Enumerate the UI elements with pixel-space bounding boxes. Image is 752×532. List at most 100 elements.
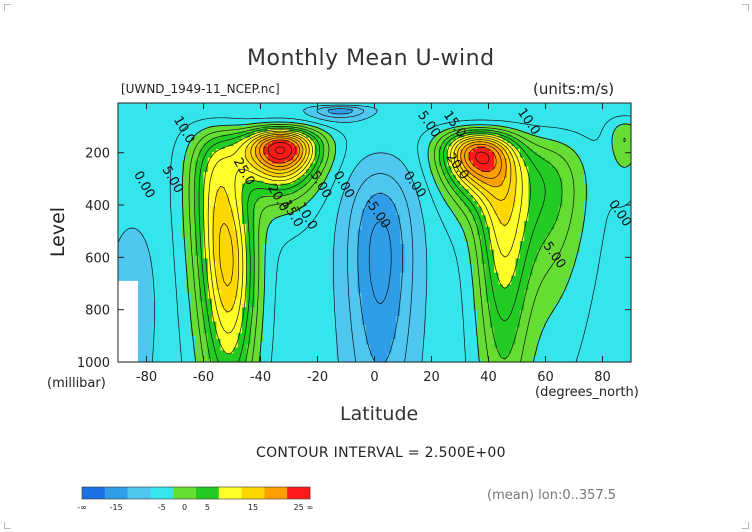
contour-cell xyxy=(425,163,431,167)
contour-cell xyxy=(207,134,213,139)
contour-cell xyxy=(558,131,564,136)
contour-cell xyxy=(605,140,611,144)
contour-cell xyxy=(583,160,589,165)
contour-cell xyxy=(331,183,337,188)
contour-cell xyxy=(579,186,585,190)
contour-cell xyxy=(199,177,205,182)
contour-cell xyxy=(212,120,217,124)
contour-cell xyxy=(464,134,470,139)
contour-cell xyxy=(481,111,487,116)
contour-cell xyxy=(494,103,500,107)
contour-cell xyxy=(336,143,341,147)
corner-mark xyxy=(4,522,11,529)
contour-cell xyxy=(318,108,324,113)
contour-cell xyxy=(562,157,568,162)
contour-cell xyxy=(293,111,299,116)
contour-cell xyxy=(336,177,341,182)
contour-cell xyxy=(173,174,179,179)
contour-cell xyxy=(233,114,239,118)
contour-cell xyxy=(130,151,136,156)
contour-cell xyxy=(190,172,196,176)
contour-cell xyxy=(417,105,423,110)
contour-cell xyxy=(203,160,209,165)
contour-cell xyxy=(613,103,619,107)
contour-cell xyxy=(421,114,427,118)
contour-cell xyxy=(301,105,307,110)
contour-cell xyxy=(524,183,530,188)
contour-cell xyxy=(613,137,619,142)
contour-cell xyxy=(160,111,166,116)
contour-cell xyxy=(160,146,166,150)
contour-cell xyxy=(361,149,367,153)
contour-cell xyxy=(160,157,166,162)
contour-cell xyxy=(233,146,239,150)
contour-cell xyxy=(233,134,239,139)
contour-cell xyxy=(571,146,577,150)
contour-cell xyxy=(370,157,376,162)
contour-cell xyxy=(408,160,414,165)
contour-cell xyxy=(502,186,508,190)
contour-cell xyxy=(421,103,427,107)
contour-cell xyxy=(310,137,316,142)
contour-cell xyxy=(502,117,508,121)
contour-cell xyxy=(575,134,581,139)
contour-cell xyxy=(254,163,260,167)
contour-cell xyxy=(442,111,448,116)
contour-cell xyxy=(306,166,311,170)
contour-cell xyxy=(224,177,230,182)
contour-cell xyxy=(549,134,555,139)
contour-cell xyxy=(241,186,247,190)
contour-cell xyxy=(412,114,418,118)
contour-cell xyxy=(147,108,153,113)
contour-cell xyxy=(438,180,444,185)
contour-cell xyxy=(566,105,572,110)
contour-cell xyxy=(344,137,350,142)
contour-cell xyxy=(156,143,162,147)
contour-cell xyxy=(365,189,371,193)
contour-cell xyxy=(173,103,179,107)
contour-cell xyxy=(583,163,589,167)
contour-cell xyxy=(378,149,384,153)
contour-cell xyxy=(139,177,145,182)
contour-cell xyxy=(118,154,123,159)
contour-cell xyxy=(271,117,277,121)
contour-cell xyxy=(558,160,564,165)
contour-cell xyxy=(293,120,299,124)
contour-cell xyxy=(293,189,299,193)
contour-cell xyxy=(626,137,632,142)
contour-cell xyxy=(348,151,354,156)
contour-cell xyxy=(271,126,277,130)
contour-cell xyxy=(233,166,239,170)
contour-cell xyxy=(609,128,615,133)
contour-cell xyxy=(365,169,371,173)
contour-cell xyxy=(519,114,525,118)
contour-cell xyxy=(438,186,444,190)
contour-cell xyxy=(532,120,538,124)
contour-cell xyxy=(592,169,598,173)
contour-cell xyxy=(233,189,239,193)
contour-cell xyxy=(524,169,530,173)
contour-cell xyxy=(579,172,585,176)
contour-cell xyxy=(237,183,243,188)
contour-cell xyxy=(327,160,333,165)
contour-cell xyxy=(122,108,128,113)
contour-cell xyxy=(481,128,487,133)
contour-cell xyxy=(605,157,611,162)
contour-cell xyxy=(160,154,166,159)
contour-cell xyxy=(284,114,290,118)
contour-cell xyxy=(280,180,286,185)
contour-cell xyxy=(156,123,162,127)
contour-cell xyxy=(481,146,487,150)
contour-cell xyxy=(365,157,371,162)
contour-cell xyxy=(276,114,282,118)
contour-cell xyxy=(139,149,145,153)
contour-cell xyxy=(511,146,517,150)
contour-cell xyxy=(554,111,559,116)
contour-cell xyxy=(502,126,508,130)
contour-cell xyxy=(259,186,264,190)
contour-cell xyxy=(562,103,568,107)
contour-cell xyxy=(126,186,132,190)
contour-cell xyxy=(391,183,397,188)
contour-cell xyxy=(378,157,384,162)
contour-cell xyxy=(237,131,243,136)
